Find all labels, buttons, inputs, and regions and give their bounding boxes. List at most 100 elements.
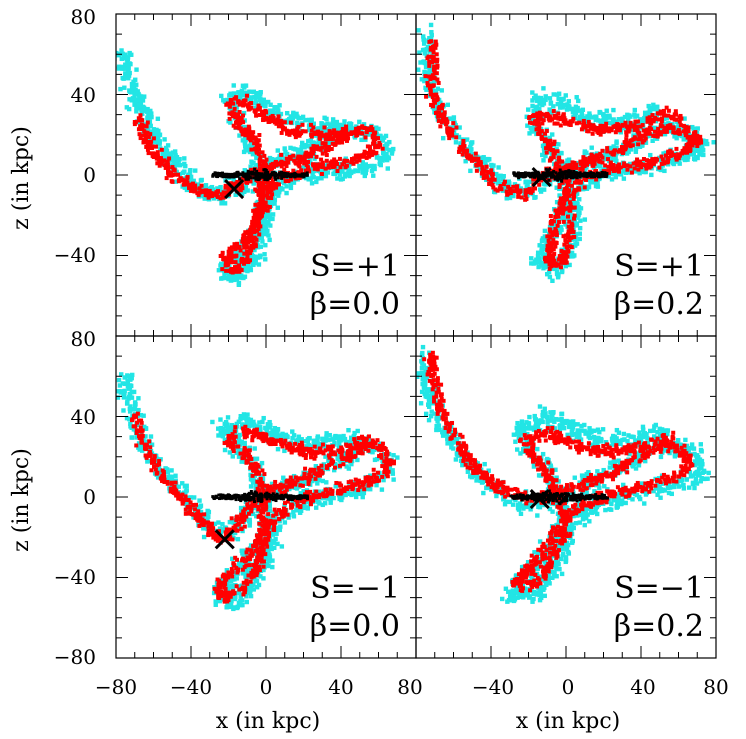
red-point: [257, 112, 262, 117]
red-point: [362, 149, 367, 154]
red-point: [648, 118, 653, 123]
cyan-point: [260, 239, 265, 244]
cyan-point: [569, 213, 575, 218]
cyan-point: [381, 135, 387, 140]
cyan-point: [534, 260, 539, 265]
red-point: [563, 260, 568, 265]
red-point: [366, 150, 371, 155]
red-point: [624, 130, 629, 135]
red-point: [571, 196, 576, 201]
cyan-point: [267, 109, 273, 115]
red-point: [265, 117, 270, 122]
red-point: [548, 229, 553, 234]
cyan-point: [586, 115, 591, 121]
cyan-point: [595, 163, 600, 169]
cyan-point: [193, 168, 198, 173]
cyan-point: [551, 92, 556, 97]
red-point: [558, 196, 563, 201]
red-point: [145, 141, 150, 146]
cyan-point: [222, 201, 228, 206]
cyan-point: [573, 168, 578, 174]
cyan-point: [219, 264, 225, 269]
red-point: [686, 129, 691, 134]
cyan-point: [257, 253, 263, 258]
red-point: [437, 110, 442, 115]
red-point: [193, 187, 198, 192]
red-point: [485, 175, 490, 180]
cyan-point: [523, 179, 529, 184]
cyan-point: [640, 120, 646, 125]
cyan-point: [247, 89, 252, 94]
red-point: [544, 150, 549, 155]
red-point: [572, 162, 577, 167]
red-point: [568, 202, 573, 207]
cyan-point: [275, 157, 281, 162]
cyan-point: [432, 78, 437, 84]
cyan-point: [251, 151, 256, 156]
cyan-point: [253, 258, 258, 263]
red-point: [359, 125, 364, 130]
red-point: [145, 147, 150, 152]
cyan-point: [627, 113, 632, 118]
red-point: [581, 125, 586, 130]
red-point: [257, 168, 262, 173]
red-point: [578, 180, 583, 185]
cyan-point: [637, 144, 643, 149]
cyan-point: [633, 114, 638, 119]
cyan-point: [146, 122, 151, 128]
disc-point: [304, 173, 308, 177]
cyan-point: [319, 176, 324, 181]
red-point: [666, 113, 671, 118]
red-point: [262, 163, 267, 168]
cyan-point: [156, 136, 161, 141]
cyan-point: [530, 103, 535, 109]
red-point: [315, 129, 320, 134]
red-point: [553, 244, 558, 249]
red-point: [254, 217, 259, 222]
red-point: [439, 120, 444, 125]
cyan-point: [589, 145, 594, 150]
red-point: [283, 179, 288, 184]
cyan-point: [595, 180, 600, 186]
red-point: [233, 269, 238, 274]
cyan-point: [314, 126, 319, 132]
red-point: [431, 67, 436, 72]
cyan-point: [423, 64, 429, 70]
red-point: [666, 149, 671, 154]
red-point: [237, 244, 242, 249]
red-point: [261, 117, 266, 122]
cyan-point: [458, 141, 463, 146]
cyan-point: [538, 189, 544, 194]
cyan-point: [626, 117, 631, 122]
cyan-point: [293, 114, 298, 119]
red-point: [436, 80, 441, 85]
red-point: [227, 116, 232, 121]
cyan-point: [422, 37, 427, 43]
cyan-point: [276, 189, 282, 195]
disc-point: [288, 174, 292, 178]
cyan-point: [445, 102, 451, 108]
cyan-point: [360, 160, 365, 165]
red-point: [257, 133, 262, 138]
red-point: [138, 124, 143, 129]
cyan-point: [121, 76, 126, 81]
cyan-point: [685, 154, 691, 160]
red-point: [557, 182, 562, 187]
cyan-point: [154, 139, 159, 145]
cyan-point: [384, 142, 389, 148]
cyan-point: [573, 242, 578, 247]
red-point: [346, 131, 351, 136]
red-point: [242, 102, 247, 107]
cyan-point: [255, 154, 260, 159]
red-point: [255, 208, 260, 213]
red-point: [239, 259, 244, 264]
cyan-point: [556, 142, 561, 147]
red-point: [571, 116, 576, 121]
cyan-point: [611, 107, 616, 113]
cyan-point: [329, 122, 334, 127]
red-point: [257, 162, 262, 167]
cyan-point: [228, 274, 233, 279]
red-point: [624, 133, 629, 138]
red-point: [324, 133, 329, 138]
red-point: [239, 268, 244, 273]
